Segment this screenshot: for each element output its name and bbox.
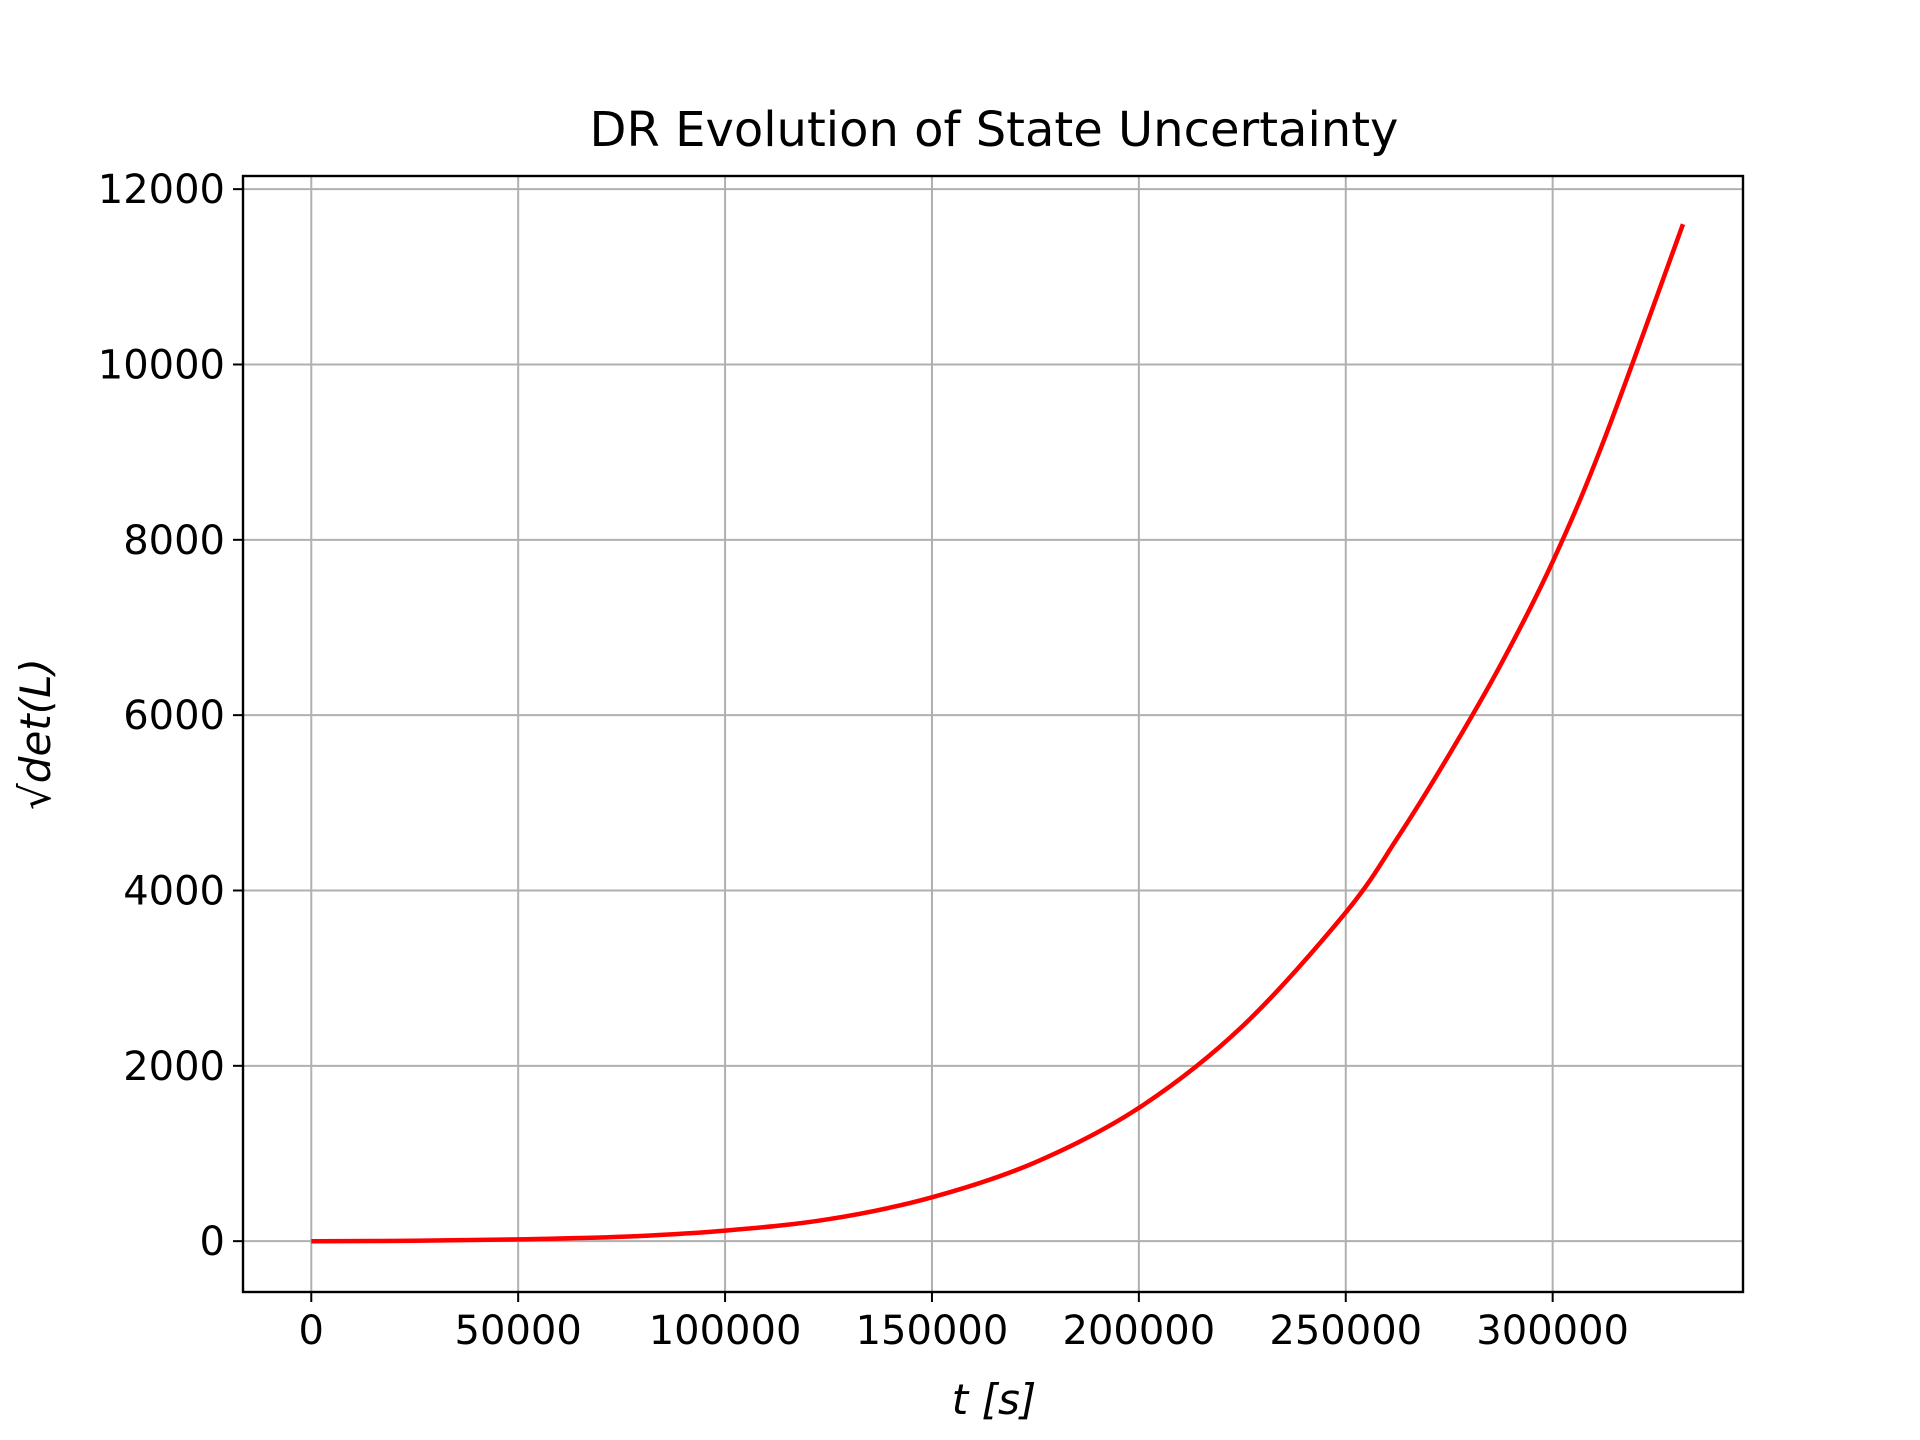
- x-tick-label-5: 250000: [1269, 1308, 1422, 1354]
- y-tick-label-6: 12000: [98, 167, 225, 213]
- y-tick-label-4: 8000: [123, 518, 225, 564]
- x-axis-label-group: t [s]: [952, 1375, 1036, 1424]
- x-axis-ticks: 0 50000 100000 150000 200000 250000 300000: [299, 1292, 1629, 1354]
- x-tick-label-4: 200000: [1063, 1308, 1216, 1354]
- series-layer: [311, 223, 1686, 1244]
- y-tick-label-5: 10000: [98, 342, 225, 388]
- series-line-0: [311, 223, 1686, 1244]
- grid: [243, 176, 1743, 1292]
- y-axis-ticks: 0 2000 4000 6000 8000 10000 12000: [98, 167, 243, 1265]
- y-tick-label-2: 4000: [123, 868, 225, 914]
- x-tick-label-0: 0: [299, 1308, 324, 1354]
- x-axis-label: t [s]: [952, 1375, 1036, 1424]
- x-tick-label-6: 300000: [1476, 1308, 1629, 1354]
- y-tick-label-3: 6000: [123, 693, 225, 739]
- y-axis-label: √det(L): [11, 658, 60, 810]
- chart-title: DR Evolution of State Uncertainty: [590, 102, 1399, 158]
- y-tick-label-1: 2000: [123, 1044, 225, 1090]
- x-tick-label-3: 150000: [856, 1308, 1009, 1354]
- x-tick-label-1: 50000: [455, 1308, 582, 1354]
- y-tick-label-0: 0: [200, 1219, 225, 1265]
- y-axis-label-group: √det(L): [11, 658, 60, 810]
- x-tick-label-2: 100000: [649, 1308, 802, 1354]
- plot-area-frame: [241, 174, 1745, 1294]
